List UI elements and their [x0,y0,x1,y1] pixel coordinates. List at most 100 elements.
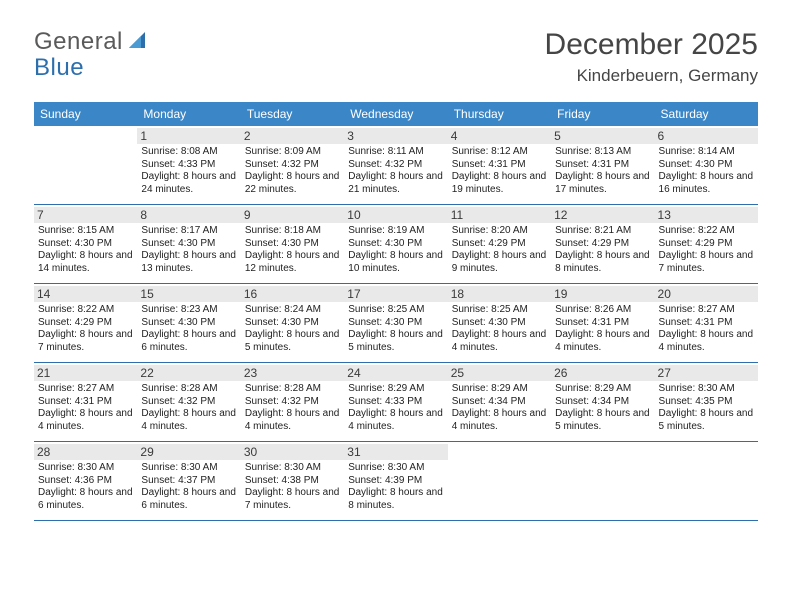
header: General December 2025 Kinderbeuern, Germ… [34,28,758,86]
day-info: Sunrise: 8:21 AMSunset: 4:29 PMDaylight:… [555,225,650,275]
day-cell: 10Sunrise: 8:19 AMSunset: 4:30 PMDayligh… [344,205,447,283]
logo-subtext: Blue [34,54,84,82]
day-cell: 16 Sunrise: 8:24 AMSunset: 4:30 PMDayligh… [241,284,344,362]
month-title: December 2025 [545,28,758,62]
day-number: 15 [137,286,240,302]
day-number: 10 [344,207,447,223]
dow-cell: Sunday [34,102,137,126]
day-cell: 14 Sunrise: 8:22 AMSunset: 4:29 PMDayligh… [34,284,137,362]
day-cell: 12 Sunrise: 8:21 AMSunset: 4:29 PMDayligh… [551,205,654,283]
day-number: 20 [655,286,758,302]
day-cell [34,126,137,204]
day-info: Sunrise: 8:18 AMSunset: 4:30 PMDaylight:… [245,225,340,275]
day-info: Sunrise: 8:13 AMSunset: 4:31 PMDaylight:… [555,146,650,196]
day-cell: 20 Sunrise: 8:27 AMSunset: 4:31 PMDayligh… [655,284,758,362]
day-cell: 22 Sunrise: 8:28 AMSunset: 4:32 PMDayligh… [137,363,240,441]
day-cell: 24Sunrise: 8:29 AMSunset: 4:33 PMDayligh… [344,363,447,441]
dow-cell: Wednesday [344,102,447,126]
day-info: Sunrise: 8:20 AMSunset: 4:29 PMDaylight:… [452,225,547,275]
day-info: Sunrise: 8:15 AMSunset: 4:30 PMDaylight:… [38,225,133,275]
day-number: 19 [551,286,654,302]
day-cell: 7 Sunrise: 8:15 AMSunset: 4:30 PMDaylight… [34,205,137,283]
day-info: Sunrise: 8:22 AMSunset: 4:29 PMDaylight:… [38,304,133,354]
day-info: Sunrise: 8:28 AMSunset: 4:32 PMDaylight:… [245,383,340,433]
day-number: 23 [241,365,344,381]
day-cell: 31Sunrise: 8:30 AMSunset: 4:39 PMDayligh… [344,442,447,520]
day-info: Sunrise: 8:08 AMSunset: 4:33 PMDaylight:… [141,146,236,196]
week-row: 28 Sunrise: 8:30 AMSunset: 4:36 PMDayligh… [34,442,758,521]
day-number: 22 [137,365,240,381]
day-cell: 15 Sunrise: 8:23 AMSunset: 4:30 PMDayligh… [137,284,240,362]
week-row: 21 Sunrise: 8:27 AMSunset: 4:31 PMDayligh… [34,363,758,442]
day-cell: 18 Sunrise: 8:25 AMSunset: 4:30 PMDayligh… [448,284,551,362]
day-info: Sunrise: 8:25 AMSunset: 4:30 PMDaylight:… [452,304,547,354]
day-info: Sunrise: 8:30 AMSunset: 4:39 PMDaylight:… [348,462,443,512]
day-cell: 30Sunrise: 8:30 AMSunset: 4:38 PMDayligh… [241,442,344,520]
dow-cell: Friday [551,102,654,126]
day-cell: 13 Sunrise: 8:22 AMSunset: 4:29 PMDayligh… [655,205,758,283]
day-info: Sunrise: 8:12 AMSunset: 4:31 PMDaylight:… [452,146,547,196]
weeks-container: 1 Sunrise: 8:08 AMSunset: 4:33 PMDaylight… [34,126,758,521]
day-number: 5 [551,128,654,144]
logo-text-blue: Blue [34,54,84,81]
logo: General [34,28,151,56]
title-block: December 2025 Kinderbeuern, Germany [545,28,758,86]
location: Kinderbeuern, Germany [545,66,758,86]
day-info: Sunrise: 8:25 AMSunset: 4:30 PMDaylight:… [348,304,443,354]
day-number: 14 [34,286,137,302]
day-info: Sunrise: 8:29 AMSunset: 4:34 PMDaylight:… [452,383,547,433]
calendar-grid: SundayMondayTuesdayWednesdayThursdayFrid… [34,102,758,521]
day-number: 13 [655,207,758,223]
day-info: Sunrise: 8:27 AMSunset: 4:31 PMDaylight:… [38,383,133,433]
logo-sail-icon [127,30,149,55]
day-number: 16 [241,286,344,302]
day-number: 29 [137,444,240,460]
day-info: Sunrise: 8:30 AMSunset: 4:37 PMDaylight:… [141,462,236,512]
day-cell: 4 Sunrise: 8:12 AMSunset: 4:31 PMDaylight… [448,126,551,204]
day-cell: 29 Sunrise: 8:30 AMSunset: 4:37 PMDayligh… [137,442,240,520]
day-cell [551,442,654,520]
day-info: Sunrise: 8:27 AMSunset: 4:31 PMDaylight:… [659,304,754,354]
logo-text-general: General [34,28,123,56]
day-cell: 6Sunrise: 8:14 AMSunset: 4:30 PMDaylight… [655,126,758,204]
day-number: 24 [344,365,447,381]
day-number: 21 [34,365,137,381]
week-row: 7 Sunrise: 8:15 AMSunset: 4:30 PMDaylight… [34,205,758,284]
day-cell: 21 Sunrise: 8:27 AMSunset: 4:31 PMDayligh… [34,363,137,441]
day-number: 4 [448,128,551,144]
dow-cell: Thursday [448,102,551,126]
day-number: 18 [448,286,551,302]
week-row: 1 Sunrise: 8:08 AMSunset: 4:33 PMDaylight… [34,126,758,205]
day-info: Sunrise: 8:22 AMSunset: 4:29 PMDaylight:… [659,225,754,275]
day-number: 28 [34,444,137,460]
day-number: 25 [448,365,551,381]
day-info: Sunrise: 8:30 AMSunset: 4:36 PMDaylight:… [38,462,133,512]
day-info: Sunrise: 8:30 AMSunset: 4:35 PMDaylight:… [659,383,754,433]
day-cell: 9 Sunrise: 8:18 AMSunset: 4:30 PMDaylight… [241,205,344,283]
day-number: 11 [448,207,551,223]
day-number: 12 [551,207,654,223]
day-number: 1 [137,128,240,144]
dow-cell: Saturday [655,102,758,126]
day-cell: 3 Sunrise: 8:11 AMSunset: 4:32 PMDaylight… [344,126,447,204]
day-cell [655,442,758,520]
day-number: 3 [344,128,447,144]
calendar-page: General December 2025 Kinderbeuern, Germ… [0,0,792,612]
day-number: 27 [655,365,758,381]
day-cell: 25 Sunrise: 8:29 AMSunset: 4:34 PMDayligh… [448,363,551,441]
day-of-week-header: SundayMondayTuesdayWednesdayThursdayFrid… [34,102,758,126]
day-number: 26 [551,365,654,381]
day-info: Sunrise: 8:23 AMSunset: 4:30 PMDaylight:… [141,304,236,354]
day-cell: 5 Sunrise: 8:13 AMSunset: 4:31 PMDaylight… [551,126,654,204]
day-info: Sunrise: 8:24 AMSunset: 4:30 PMDaylight:… [245,304,340,354]
day-number: 9 [241,207,344,223]
day-info: Sunrise: 8:26 AMSunset: 4:31 PMDaylight:… [555,304,650,354]
day-info: Sunrise: 8:09 AMSunset: 4:32 PMDaylight:… [245,146,340,196]
day-info: Sunrise: 8:11 AMSunset: 4:32 PMDaylight:… [348,146,443,196]
day-cell: 8Sunrise: 8:17 AMSunset: 4:30 PMDaylight… [137,205,240,283]
week-row: 14 Sunrise: 8:22 AMSunset: 4:29 PMDayligh… [34,284,758,363]
day-info: Sunrise: 8:30 AMSunset: 4:38 PMDaylight:… [245,462,340,512]
day-number: 7 [34,207,137,223]
day-info: Sunrise: 8:28 AMSunset: 4:32 PMDaylight:… [141,383,236,433]
day-cell: 19 Sunrise: 8:26 AMSunset: 4:31 PMDayligh… [551,284,654,362]
